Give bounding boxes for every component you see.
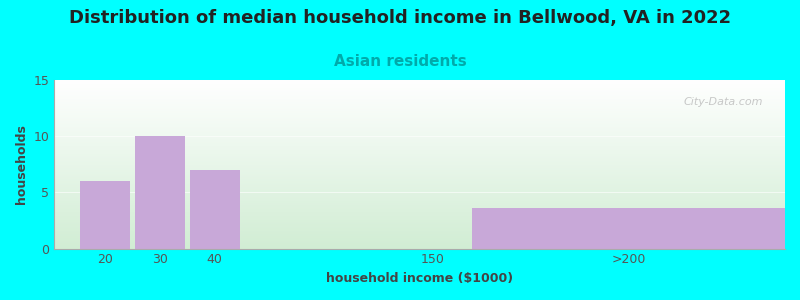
Bar	[472, 208, 785, 249]
Y-axis label: households: households	[15, 124, 28, 204]
Bar	[80, 181, 130, 249]
X-axis label: household income ($1000): household income ($1000)	[326, 272, 514, 285]
Text: Distribution of median household income in Bellwood, VA in 2022: Distribution of median household income …	[69, 9, 731, 27]
Text: Asian residents: Asian residents	[334, 54, 466, 69]
Text: City-Data.com: City-Data.com	[683, 97, 763, 107]
Bar	[190, 170, 239, 249]
Bar	[135, 136, 185, 249]
